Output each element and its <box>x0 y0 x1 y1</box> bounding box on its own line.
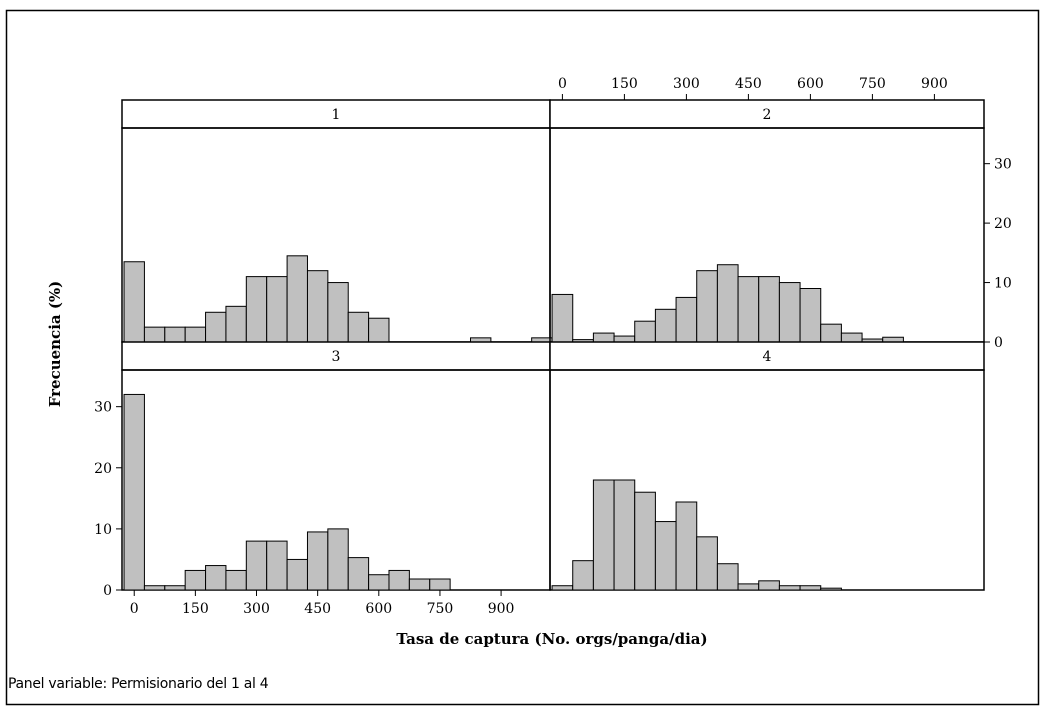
x-tick-label: 900 <box>921 76 948 92</box>
panel-4: 4 <box>549 341 985 591</box>
histogram-bar <box>551 585 574 591</box>
histogram-bar <box>758 580 780 591</box>
y-tick-label: 10 <box>994 276 1012 292</box>
x-tick-label: 300 <box>243 601 270 617</box>
histogram-bar <box>737 276 760 343</box>
panel-strip <box>549 341 985 371</box>
outer-border <box>5 9 1040 706</box>
histogram-bar <box>634 320 656 343</box>
histogram-bar <box>840 332 863 343</box>
histogram-bar <box>327 282 349 343</box>
x-tick-label: 900 <box>488 601 515 617</box>
histogram-bar <box>347 557 370 591</box>
histogram-bar <box>225 569 247 591</box>
histogram-bar <box>429 578 451 591</box>
histogram-bar <box>205 311 227 343</box>
histogram-bar <box>592 479 615 591</box>
histogram-bar <box>613 479 636 591</box>
histogram-bar <box>164 585 186 591</box>
histogram-bar <box>696 270 718 343</box>
histogram-bar <box>306 531 329 591</box>
histogram-bar <box>572 560 594 591</box>
histogram-bar <box>245 540 268 591</box>
panel-2: 2 <box>549 99 985 343</box>
histogram-bar <box>306 270 329 343</box>
histogram-bar <box>266 276 288 343</box>
y-tick-label: 20 <box>94 461 112 477</box>
x-tick-label: 150 <box>182 601 209 617</box>
panel-strip-label: 2 <box>763 107 772 123</box>
histogram-bar <box>675 501 698 591</box>
histogram-bar <box>592 332 615 343</box>
histogram-bar <box>696 536 718 591</box>
x-tick-label: 600 <box>365 601 392 617</box>
y-tick-label: 0 <box>994 335 1003 351</box>
panel-strip-label: 1 <box>332 107 341 123</box>
y-tick-label: 30 <box>994 157 1012 173</box>
histogram-bar <box>778 585 801 591</box>
histogram-bar <box>654 521 677 591</box>
x-tick-label: 450 <box>304 601 331 617</box>
histogram-bar <box>799 585 822 591</box>
x-tick-label: 750 <box>427 601 454 617</box>
histogram-bar <box>184 569 207 591</box>
panel-strip-label: 3 <box>332 349 341 365</box>
panel-variable-note: Panel variable: Permisionario del 1 al 4 <box>8 676 269 692</box>
x-tick-label: 0 <box>558 76 567 92</box>
histogram-bar <box>799 288 822 343</box>
histogram-bar <box>551 293 574 343</box>
histogram-bar <box>327 528 349 591</box>
y-axis-title: Frecuencia (%) <box>46 281 64 408</box>
histogram-bar <box>286 255 308 343</box>
x-tick-label: 750 <box>859 76 886 92</box>
histogram-bar <box>164 326 186 343</box>
y-tick-label: 10 <box>94 522 112 538</box>
histogram-bar <box>408 578 431 591</box>
histogram-bar <box>184 326 207 343</box>
histogram-bar <box>123 261 145 343</box>
x-axis-title: Tasa de captura (No. orgs/panga/dia) <box>396 630 707 648</box>
histogram-bar <box>368 574 390 591</box>
histogram-bar <box>758 276 780 343</box>
panel-strip-label: 4 <box>763 349 772 365</box>
y-tick-label: 0 <box>103 583 112 599</box>
histogram-bar <box>716 563 739 591</box>
histogram-bar <box>205 565 227 591</box>
x-tick-label: 150 <box>611 76 638 92</box>
panel-1: 1 <box>121 99 553 343</box>
panel-3: 3 <box>121 341 594 591</box>
histogram-bar <box>820 323 842 343</box>
histogram-bar <box>143 326 166 343</box>
histogram-bar <box>778 282 801 343</box>
histogram-bar <box>716 264 739 343</box>
histogram-bar <box>613 335 636 343</box>
histogram-bar <box>388 569 410 591</box>
histogram-bar <box>737 583 760 591</box>
histogram-bar <box>266 540 288 591</box>
histogram-bar <box>123 393 145 591</box>
histogram-bar <box>634 491 656 591</box>
histogram-bar <box>245 276 268 343</box>
histogram-bar <box>820 587 842 591</box>
panel-strip <box>549 99 985 129</box>
histogram-bar <box>675 296 698 343</box>
histogram-bar <box>368 317 390 343</box>
histogram-bar <box>654 308 677 343</box>
y-tick-label: 30 <box>94 400 112 416</box>
y-tick-label: 20 <box>994 216 1012 232</box>
histogram-bar <box>347 311 370 343</box>
histogram-bar <box>143 585 166 591</box>
x-tick-label: 600 <box>797 76 824 92</box>
x-tick-label: 300 <box>673 76 700 92</box>
histogram-bar <box>286 558 308 591</box>
histogram-bar <box>225 305 247 343</box>
x-tick-label: 0 <box>130 601 139 617</box>
x-tick-label: 450 <box>735 76 762 92</box>
